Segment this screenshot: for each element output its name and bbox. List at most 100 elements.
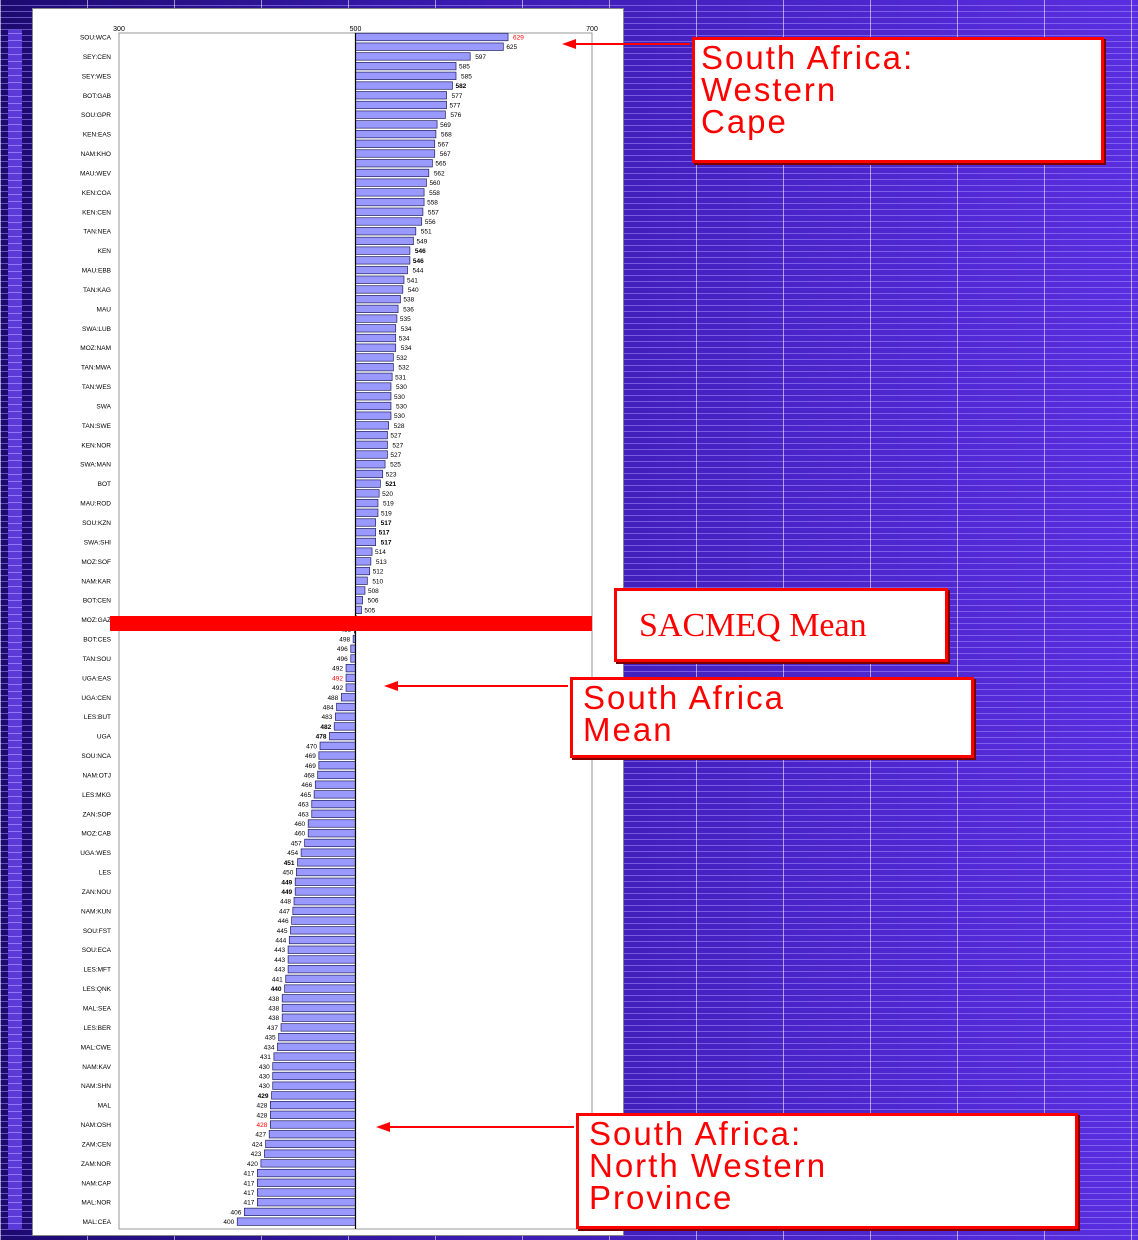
category-label: SEY:WES [82, 73, 112, 80]
callout-line: South Africa: [589, 1115, 803, 1152]
value-label: 492 [332, 685, 343, 692]
category-label: MAL:NOR [81, 1200, 111, 1207]
category-label: BOT:GAB [83, 93, 111, 100]
bar [355, 596, 363, 605]
bar [355, 52, 471, 61]
bar [355, 401, 392, 411]
bar [355, 508, 379, 517]
value-label: 538 [403, 297, 414, 304]
bar [355, 605, 362, 614]
category-label: NAM:OSH [81, 1122, 112, 1129]
category-label: ZAM:NOR [81, 1161, 111, 1168]
category-label: MAU [97, 306, 112, 313]
bar [345, 683, 356, 692]
value-label: 443 [274, 947, 285, 954]
bar [355, 586, 366, 595]
value-label: 417 [243, 1171, 254, 1178]
category-label: LES:MKG [82, 792, 111, 799]
value-label: 558 [429, 190, 440, 197]
category-label: MAU:WEV [80, 170, 112, 177]
value-label: 517 [379, 530, 390, 537]
category-label: SEY:CEN [83, 54, 111, 61]
value-label: 576 [450, 112, 461, 119]
category-label: UGA [97, 734, 112, 741]
bar [355, 450, 388, 459]
bar [355, 81, 453, 90]
bar [355, 91, 447, 100]
value-label: 420 [247, 1161, 258, 1168]
value-label: 520 [382, 491, 393, 498]
bar [355, 110, 446, 119]
bar [355, 498, 379, 508]
category-label: NAM:KAR [81, 578, 111, 585]
bar [355, 32, 509, 42]
bar [335, 712, 356, 721]
value-label: 531 [395, 374, 406, 381]
bar [273, 1052, 356, 1061]
bar [287, 955, 356, 964]
value-label: 585 [461, 73, 472, 80]
callout-line: Province [589, 1179, 734, 1216]
category-label: ZAN:NOU [82, 889, 112, 896]
value-label: 560 [429, 180, 440, 187]
value-label: 454 [287, 850, 298, 857]
value-label: 521 [385, 481, 396, 488]
bar [355, 343, 397, 352]
bar [355, 440, 388, 449]
callout-line: South Africa: [701, 39, 915, 76]
bar [355, 382, 392, 391]
category-label: MAU:EBB [82, 268, 111, 275]
value-label: 544 [413, 268, 424, 275]
value-label: 569 [440, 122, 451, 129]
bar [355, 178, 427, 187]
bar [318, 761, 356, 770]
value-label: 534 [401, 345, 412, 352]
category-label: TAN:WES [82, 384, 112, 391]
value-label: 508 [368, 588, 379, 595]
value-label: 434 [264, 1044, 275, 1051]
category-label: KEN:NOR [81, 442, 111, 449]
value-label: 447 [279, 908, 290, 915]
value-label: 449 [281, 879, 292, 886]
bar [355, 469, 384, 479]
bar [355, 42, 504, 51]
bar [288, 935, 356, 945]
value-label: 546 [415, 248, 426, 255]
bar [350, 654, 356, 663]
value-label: 567 [440, 151, 451, 158]
bar [307, 829, 356, 838]
category-label: UGA:CEN [81, 695, 111, 702]
value-label: 536 [403, 306, 414, 313]
bar [277, 1042, 356, 1051]
category-label: MAL [98, 1103, 112, 1110]
bar [293, 897, 356, 906]
category-label: LES [99, 870, 112, 877]
bar [345, 664, 356, 673]
bar [355, 71, 457, 80]
value-label: 629 [513, 35, 524, 42]
value-label: 470 [306, 743, 317, 750]
value-label: 534 [401, 326, 412, 333]
value-label: 438 [268, 1015, 279, 1022]
callout-line: SACMEQ Mean [639, 607, 867, 644]
sacmeq-mean-line [110, 616, 592, 631]
value-label: 551 [421, 229, 432, 236]
value-label: 484 [323, 704, 334, 711]
x-tick-label: 700 [586, 26, 598, 33]
category-label: SOU:KZN [82, 520, 111, 527]
category-label: LES:BUT [84, 714, 111, 721]
bar [355, 246, 411, 255]
bar [355, 168, 430, 178]
category-label: BOT [98, 481, 111, 488]
bar [272, 1062, 356, 1071]
callout-sacmeq-mean: SACMEQ Mean [614, 588, 948, 662]
value-label: 441 [272, 976, 283, 983]
value-label: 469 [305, 763, 316, 770]
bar [355, 207, 424, 216]
value-label: 435 [265, 1035, 276, 1042]
bar [355, 566, 371, 576]
callout-line: North Western [589, 1147, 828, 1184]
category-label: UGA:WES [80, 850, 111, 857]
bar [355, 528, 376, 537]
category-label: NAM:OTJ [82, 772, 111, 779]
